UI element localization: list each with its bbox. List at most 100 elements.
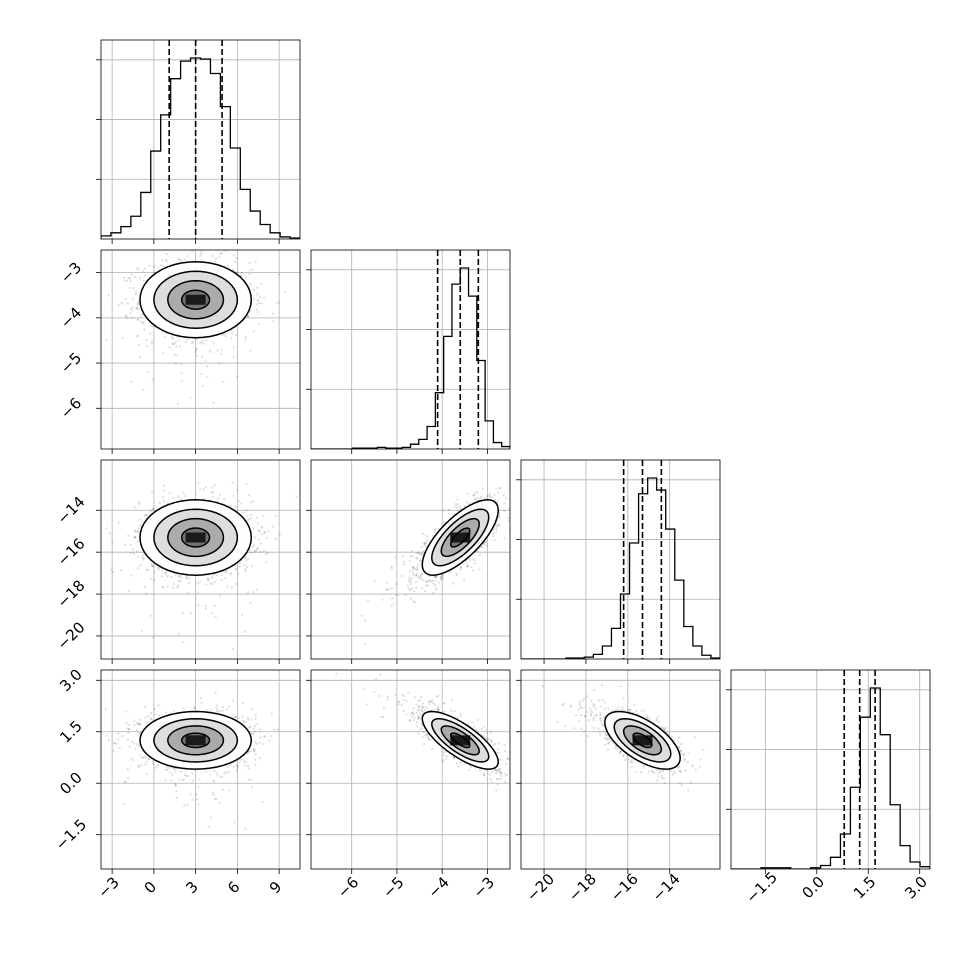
scatter-point (171, 337, 175, 341)
scatter-point (484, 497, 487, 500)
scatter-point (252, 590, 255, 593)
scatter-point (258, 301, 261, 305)
scatter-point (415, 569, 419, 572)
scatter-point (136, 335, 139, 338)
scatter-point (439, 575, 442, 578)
scatter-point (473, 498, 477, 501)
scatter-point (412, 566, 416, 569)
scatter-point (189, 396, 192, 399)
scatter-point (476, 491, 479, 494)
y-tick-label: −18 (53, 577, 88, 612)
scatter-point (174, 573, 177, 576)
scatter-point (463, 504, 466, 508)
scatter-point (407, 579, 411, 582)
scatter-point (497, 516, 501, 519)
scatter-point (172, 582, 176, 586)
scatter-point (434, 588, 437, 591)
scatter-point (138, 732, 141, 735)
scatter-point (131, 306, 134, 309)
scatter-point (131, 297, 134, 300)
scatter-point (211, 575, 214, 578)
scatter-point (363, 643, 367, 646)
scatter-point (488, 494, 491, 497)
scatter-point (433, 528, 437, 531)
scatter-point (411, 565, 414, 569)
panel-content (521, 460, 720, 659)
scatter-point (185, 576, 189, 579)
scatter-point (255, 308, 259, 311)
scatter-point (360, 614, 364, 617)
scatter-point (220, 348, 223, 351)
scatter-point (126, 317, 129, 320)
scatter-point (472, 569, 475, 572)
scatter-point (190, 341, 194, 344)
scatter-point (173, 767, 176, 770)
scatter-point (447, 508, 450, 512)
scatter-point (180, 498, 183, 501)
scatter-point (253, 749, 256, 752)
scatter-point (258, 741, 261, 744)
scatter-point (200, 372, 203, 376)
scatter-point (483, 542, 486, 546)
scatter-point (211, 496, 214, 499)
scatter-point (264, 531, 267, 534)
scatter-point (420, 552, 423, 556)
scatter-point (488, 495, 491, 498)
scatter-point (149, 614, 152, 617)
scatter-point (416, 557, 419, 560)
scatter-point (422, 542, 425, 545)
scatter-point (426, 584, 429, 587)
scatter-point (215, 574, 218, 577)
scatter-point (134, 506, 137, 509)
scatter-point (256, 293, 259, 296)
scatter-point (454, 503, 457, 506)
scatter-point (140, 629, 144, 632)
scatter-point (129, 307, 132, 310)
scatter-point (425, 539, 428, 542)
scatter-point (162, 495, 165, 498)
scatter-point (232, 494, 235, 498)
scatter-point (476, 549, 479, 553)
scatter-point (127, 277, 130, 280)
scatter-point (250, 718, 253, 721)
scatter-point (137, 268, 140, 271)
scatter-point (250, 551, 253, 554)
scatter-point (132, 552, 136, 556)
scatter-point (473, 559, 476, 562)
panel-frame (100, 39, 301, 240)
scatter-point (235, 582, 238, 586)
scatter-point (136, 302, 140, 305)
scatter-point (160, 263, 163, 267)
scatter-point (256, 286, 259, 289)
scatter-point (247, 778, 250, 781)
scatter-point (262, 514, 265, 517)
scatter-point (172, 496, 175, 499)
scatter-point (152, 507, 155, 511)
scatter-point (263, 735, 266, 738)
scatter-point (295, 495, 298, 498)
scatter-point (172, 342, 175, 346)
scatter-point (262, 296, 266, 299)
scatter-point (249, 310, 252, 313)
scatter-point (110, 568, 113, 571)
scatter-point (134, 292, 137, 296)
scatter-point (248, 261, 251, 264)
scatter-point (463, 578, 466, 581)
scatter-point (149, 717, 153, 720)
scatter-point (259, 542, 263, 545)
scatter-point (408, 576, 411, 579)
scatter-point (247, 557, 250, 560)
scatter-point (402, 555, 405, 558)
scatter-point (187, 581, 191, 585)
scatter-point (479, 496, 482, 499)
scatter-point (202, 342, 205, 345)
scatter-point (141, 556, 144, 559)
scatter-point (248, 548, 252, 551)
scatter-point (222, 705, 225, 709)
density-peak (185, 294, 206, 305)
scatter-point (206, 577, 209, 580)
scatter-point (246, 519, 249, 522)
panel-2-2 (516, 459, 721, 664)
scatter-point (216, 710, 219, 713)
scatter-point (412, 600, 415, 603)
